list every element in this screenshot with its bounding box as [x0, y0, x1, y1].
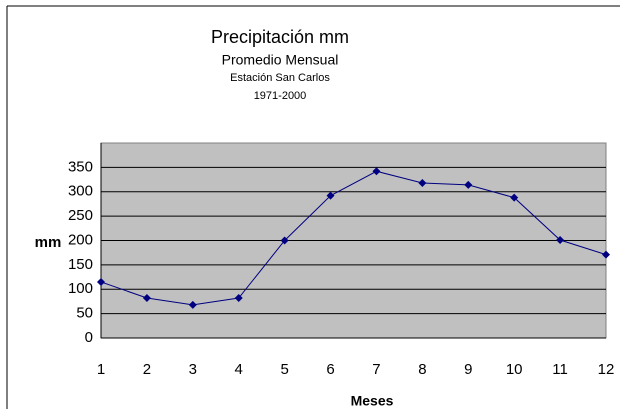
station-label: Estación San Carlos	[230, 72, 330, 84]
data-point	[142, 294, 151, 303]
x-tick-label: 4	[235, 361, 243, 378]
y-tick-label: 150	[68, 256, 93, 273]
x-tick-label: 6	[326, 361, 334, 378]
x-tick-label: 2	[143, 361, 151, 378]
data-point	[280, 236, 289, 245]
data-point	[97, 277, 105, 286]
y-tick-label: 100	[68, 280, 93, 297]
chart-title: Precipitación mm	[211, 27, 349, 47]
x-tick-label: 5	[280, 361, 288, 378]
x-tick-label: 11	[552, 361, 568, 378]
x-tick-label: 8	[418, 361, 426, 378]
y-tick-label: 250	[68, 207, 93, 224]
x-axis-label: Meses	[351, 393, 394, 409]
data-point	[188, 300, 197, 309]
data-point	[234, 294, 243, 303]
data-point	[372, 167, 381, 176]
y-tick-label: 50	[76, 305, 93, 322]
data-point	[602, 250, 610, 259]
x-tick-label: 10	[506, 361, 523, 378]
x-tick-label: 3	[189, 361, 197, 378]
data-point	[510, 193, 519, 202]
data-point	[418, 178, 427, 187]
y-tick-label: 0	[85, 329, 93, 346]
y-tick-label: 200	[68, 231, 93, 248]
data-point	[464, 180, 473, 189]
x-tick-label: 7	[372, 361, 380, 378]
y-tick-label: 350	[68, 158, 93, 175]
data-line	[100, 170, 607, 306]
period-label: 1971-2000	[254, 90, 307, 102]
x-tick-label: 12	[598, 361, 615, 378]
y-axis-label: mm	[35, 234, 62, 251]
x-tick-label: 9	[464, 361, 472, 378]
data-point	[556, 236, 565, 245]
x-tick-label: 1	[97, 361, 105, 378]
chart-subtitle: Promedio Mensual	[222, 52, 339, 68]
y-tick-label: 300	[68, 183, 93, 200]
data-point	[326, 191, 335, 200]
